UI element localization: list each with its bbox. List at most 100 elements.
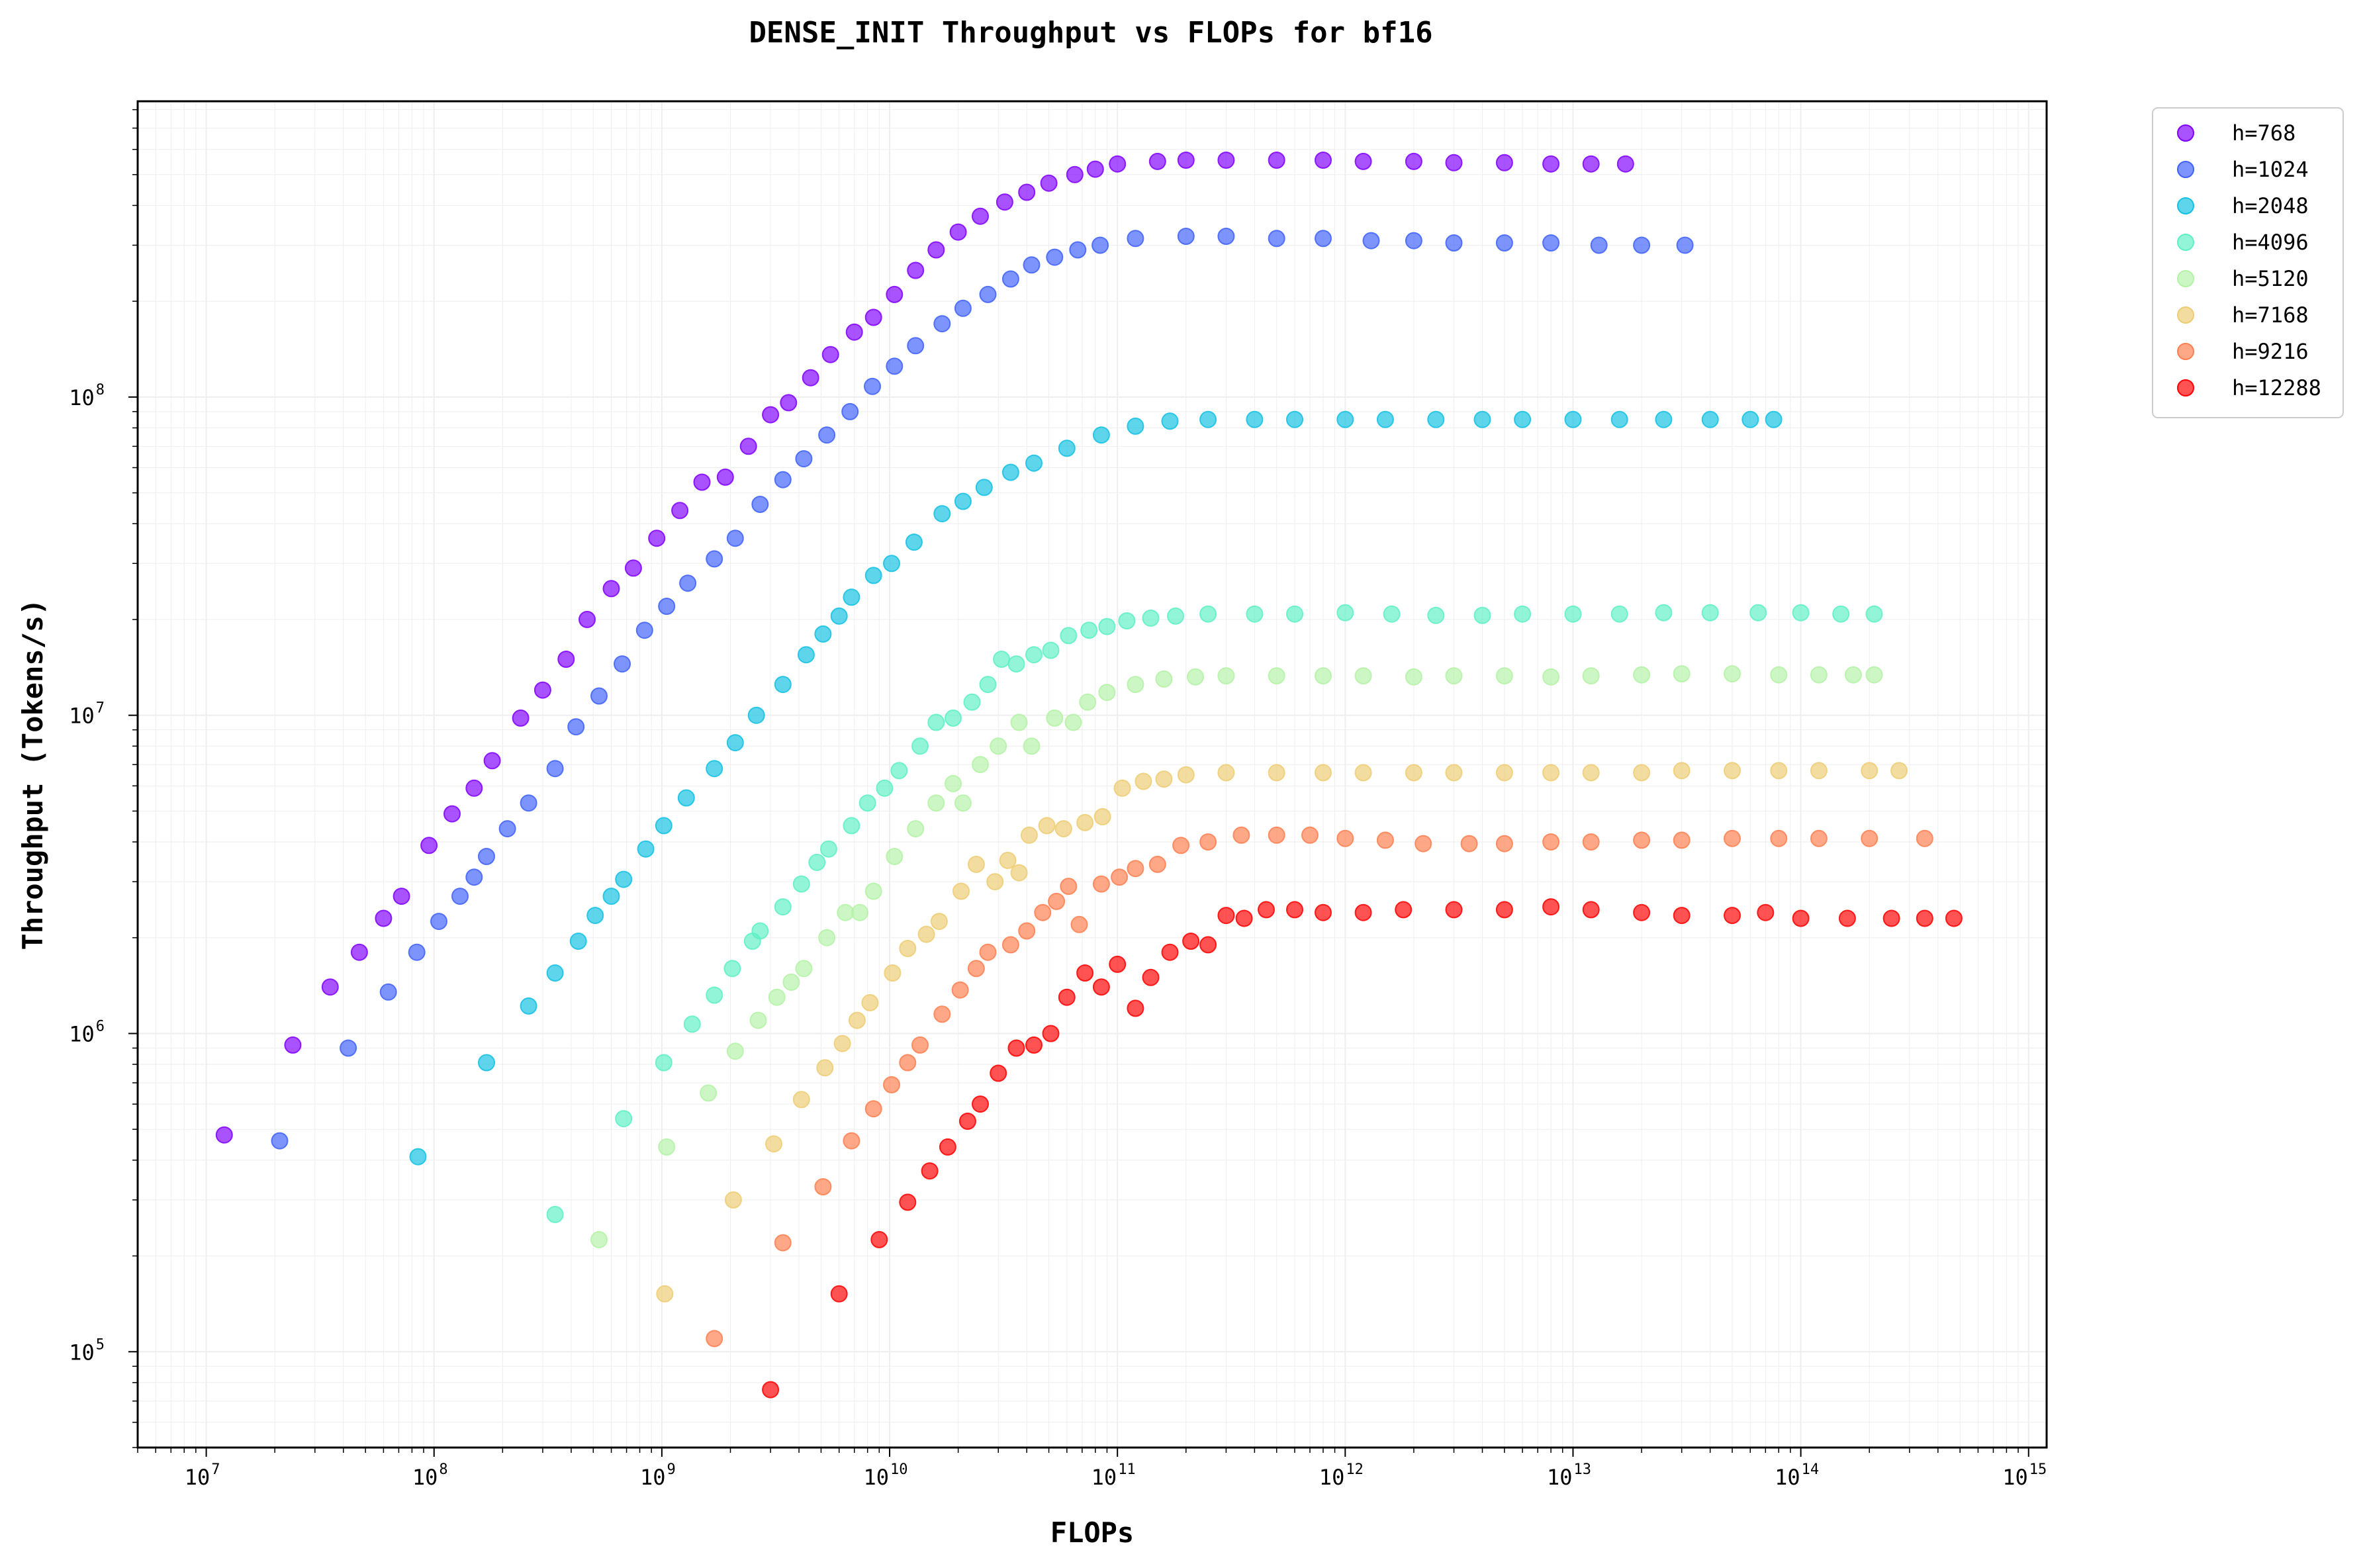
data-point — [993, 651, 1011, 668]
data-point — [1495, 667, 1513, 685]
legend-marker — [2177, 124, 2194, 142]
data-point — [1046, 248, 1064, 266]
data-point — [1268, 152, 1285, 169]
data-point — [723, 960, 741, 978]
data-point — [886, 285, 904, 303]
data-point — [1080, 622, 1098, 639]
data-point — [1724, 762, 1741, 780]
data-point — [774, 898, 792, 916]
data-point — [1155, 670, 1173, 688]
legend-marker — [2177, 234, 2194, 251]
y-axis-label: Throughput (Tokens/s) — [17, 598, 49, 950]
data-point — [379, 983, 397, 1001]
grid — [137, 101, 2047, 1448]
legend-marker — [2177, 270, 2194, 287]
data-point — [557, 651, 575, 668]
data-point — [845, 323, 863, 341]
data-point — [927, 714, 945, 731]
data-point — [883, 1076, 900, 1093]
data-point — [864, 567, 882, 584]
data-point — [1564, 410, 1582, 428]
data-point — [774, 471, 792, 488]
data-point — [1865, 605, 1883, 623]
data-point — [465, 868, 483, 886]
data-point — [1076, 813, 1094, 831]
data-point — [999, 851, 1017, 869]
data-point — [375, 909, 393, 927]
data-point — [830, 1285, 848, 1303]
data-point — [905, 533, 923, 551]
data-point — [1542, 668, 1560, 686]
data-point — [590, 1230, 608, 1248]
data-point — [1676, 236, 1694, 254]
data-point — [1034, 903, 1052, 921]
data-point — [907, 820, 925, 838]
data-point — [655, 1054, 673, 1072]
data-point — [679, 575, 697, 592]
data-point — [967, 960, 985, 978]
chart-title: DENSE_INIT Throughput vs FLOPs for bf16 — [749, 16, 1432, 50]
data-point — [890, 762, 908, 780]
data-point — [716, 468, 734, 486]
data-point — [1757, 903, 1775, 921]
data-point — [1395, 901, 1413, 919]
data-point — [864, 377, 881, 395]
legend-marker — [2177, 343, 2194, 360]
data-point — [762, 1381, 780, 1399]
data-point — [1542, 898, 1560, 916]
data-point — [1495, 154, 1513, 171]
data-point — [1838, 909, 1856, 927]
data-point — [1445, 234, 1463, 252]
legend-marker — [2177, 197, 2194, 214]
data-point — [886, 357, 904, 375]
data-point — [797, 646, 815, 664]
data-point — [1042, 641, 1060, 659]
legend-marker — [2177, 379, 2194, 396]
data-point — [658, 1138, 676, 1156]
data-point — [1792, 909, 1810, 927]
data-point — [1810, 666, 1828, 684]
data-point — [1633, 236, 1651, 254]
legend-label: h=1024 — [2232, 157, 2309, 182]
data-point — [1765, 410, 1783, 428]
data-point — [1445, 154, 1463, 171]
data-point — [1724, 907, 1741, 925]
legend-label: h=5120 — [2232, 266, 2309, 291]
data-point — [979, 285, 997, 303]
data-point — [478, 1054, 495, 1072]
data-point — [780, 394, 798, 412]
data-point — [1092, 426, 1110, 444]
data-point — [443, 805, 461, 823]
data-point — [1182, 933, 1200, 950]
data-point — [1542, 833, 1560, 851]
data-point — [1064, 714, 1082, 731]
data-point — [408, 943, 426, 961]
data-point — [1001, 270, 1019, 288]
data-point — [1025, 1036, 1043, 1054]
data-point — [520, 997, 537, 1015]
data-point — [907, 337, 925, 355]
data-point — [1025, 646, 1043, 664]
data-point — [1246, 410, 1264, 428]
data-point — [1069, 241, 1087, 259]
data-point — [1701, 604, 1719, 622]
data-point — [1495, 764, 1513, 782]
data-point — [1405, 232, 1422, 250]
data-point — [1673, 831, 1691, 849]
data-point — [1741, 410, 1759, 428]
data-point — [747, 706, 765, 724]
data-point — [1633, 764, 1651, 782]
data-point — [350, 943, 368, 961]
data-point — [1286, 410, 1303, 428]
data-point — [821, 346, 839, 363]
data-point — [870, 1230, 888, 1248]
data-point — [546, 760, 564, 778]
data-point — [837, 903, 855, 921]
data-point — [954, 794, 972, 812]
data-point — [795, 960, 813, 978]
data-point — [843, 1132, 860, 1150]
data-point — [1217, 667, 1235, 685]
data-point — [1460, 835, 1478, 853]
data-point — [1187, 668, 1204, 686]
data-point — [1258, 901, 1275, 919]
